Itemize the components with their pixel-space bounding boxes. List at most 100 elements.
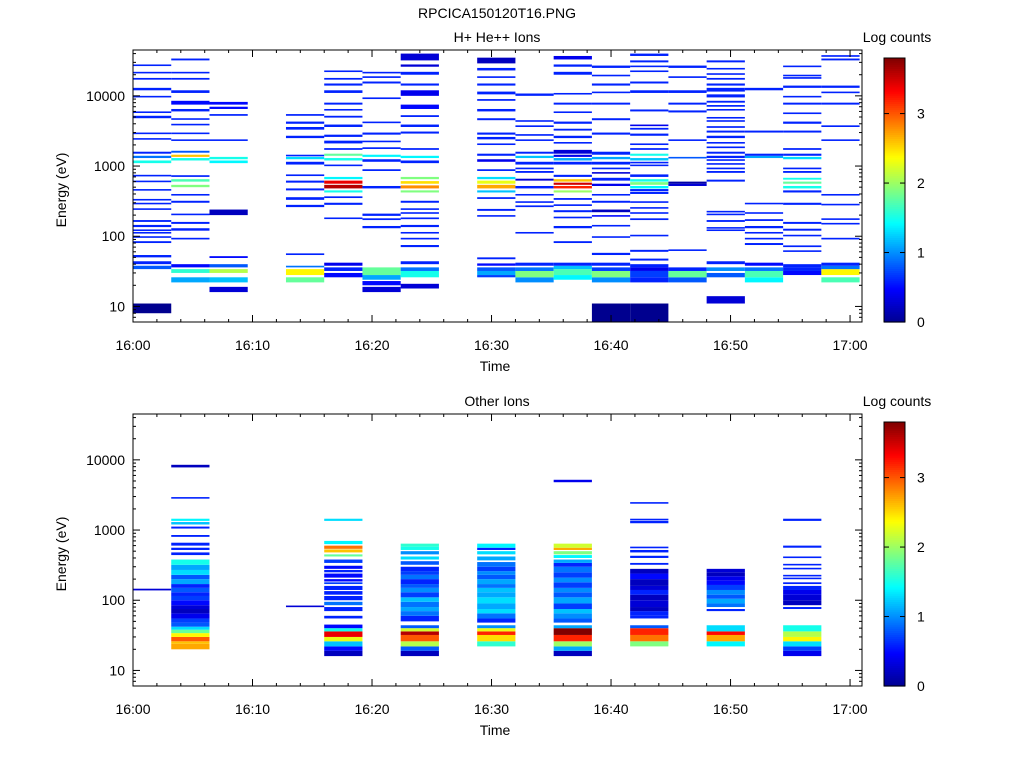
heatmap-cell [285,114,325,116]
heatmap-cell [553,566,592,573]
axes: 16:00 16:10 16:20 16:30 16:40 16:50 17:00 10 100… [86,413,868,717]
colorbar-swatch [884,578,905,582]
heatmap-cell [477,574,516,580]
colorbar-swatch [884,667,905,671]
heatmap-cell [171,579,210,585]
heatmap-cell [285,135,325,139]
heatmap-cell [591,236,631,238]
colorbar-label: Log counts [863,29,932,45]
heatmap-cell [630,53,669,56]
heatmap-cell [324,202,363,205]
heatmap-cell [171,237,210,240]
colorbar-swatch [884,134,905,137]
colorbar-swatch [884,683,905,687]
heatmap-cell [324,190,363,193]
heatmap-cell [324,601,363,606]
heatmap-cell [630,174,669,177]
colorbar-swatch [884,488,905,491]
colorbar-swatch [884,459,905,462]
colorbar-swatch [884,241,905,245]
heatmap-cell [400,131,439,134]
colorbar-swatch [884,317,905,321]
heatmap-cell [285,126,325,130]
heatmap-cell [591,151,631,155]
heatmap-cell [171,605,210,610]
heatmap-cell [630,109,669,112]
heatmap-cell [477,628,516,632]
heatmap-cell [285,253,325,256]
heatmap-cell [706,594,745,599]
colorbar-swatch [884,270,905,274]
heatmap-cell [515,125,554,127]
heatmap-cell [630,562,669,565]
heatmap-cell [668,156,707,159]
colorbar-swatch [884,76,905,80]
colorbar-swatch [884,231,905,234]
heatmap-cell [171,522,210,525]
heatmap-cell [783,95,822,98]
heatmap-cell [171,526,210,529]
heatmap-cell [324,615,363,619]
colorbar-swatch [884,469,905,473]
colorbar-swatch [884,560,905,563]
colorbar-swatch [884,615,905,619]
colorbar-swatch [884,611,905,615]
heatmap-cell [515,270,554,278]
heatmap-cell [400,646,439,651]
heatmap-cell [553,646,592,651]
heatmap-cell [362,159,401,162]
colorbar-swatch [884,169,905,173]
colorbar-swatch [884,262,905,265]
colorbar-swatch [884,551,905,555]
colorbar-tick-label: 3 [917,470,925,486]
heatmap-cell [400,615,439,622]
colorbar-swatch [884,121,905,125]
heatmap-cell [553,559,592,563]
heatmap-cell [706,155,745,159]
colorbar-swatch [884,426,905,429]
heatmap-cell [630,520,669,524]
heatmap-cell [400,71,439,75]
colorbar-swatch [884,80,905,84]
colorbar-swatch [884,663,905,666]
colorbar-swatch [884,251,905,255]
heatmap-cell [477,176,516,180]
heatmap-cell [821,102,860,105]
heatmap-cell [783,130,822,133]
heatmap-cell [515,231,554,234]
heatmap-cell [553,161,592,165]
colorbar-swatch [884,181,905,185]
heatmap-cell [783,153,822,156]
colorbar-swatch [884,103,905,107]
heatmap-cell [324,631,363,637]
x-axis-label: Time [480,722,511,738]
heatmap-cell [630,90,669,93]
heatmap-cell [821,265,860,270]
heatmap-cell [553,555,592,558]
heatmap-cell [630,148,669,150]
heatmap-cell [324,158,363,161]
colorbar-swatch [884,444,905,448]
heatmap-cell [133,241,172,244]
heatmap-cell [324,83,363,86]
colorbar-swatch [884,448,905,452]
heatmap-cell [362,185,401,189]
colorbar-swatch [884,535,905,539]
heatmap-cell [133,160,172,164]
heatmap-cell [591,183,631,186]
heatmap-cell [324,636,363,642]
heatmap-cell [821,55,860,57]
colorbar-swatch [884,177,905,181]
heatmap-cell [630,267,669,271]
heatmap-cell [400,607,439,612]
x-tick-label: 16:00 [115,337,150,353]
colorbar-swatch [884,556,905,559]
heatmap-cell [591,252,631,256]
heatmap-cell [783,202,822,205]
heatmap-cell [400,625,439,629]
colorbar-swatch [884,66,905,69]
colorbar-swatch [884,307,905,311]
colorbar-swatch [884,206,905,210]
heatmap-cell [591,91,631,94]
colorbar-swatch [884,504,905,508]
